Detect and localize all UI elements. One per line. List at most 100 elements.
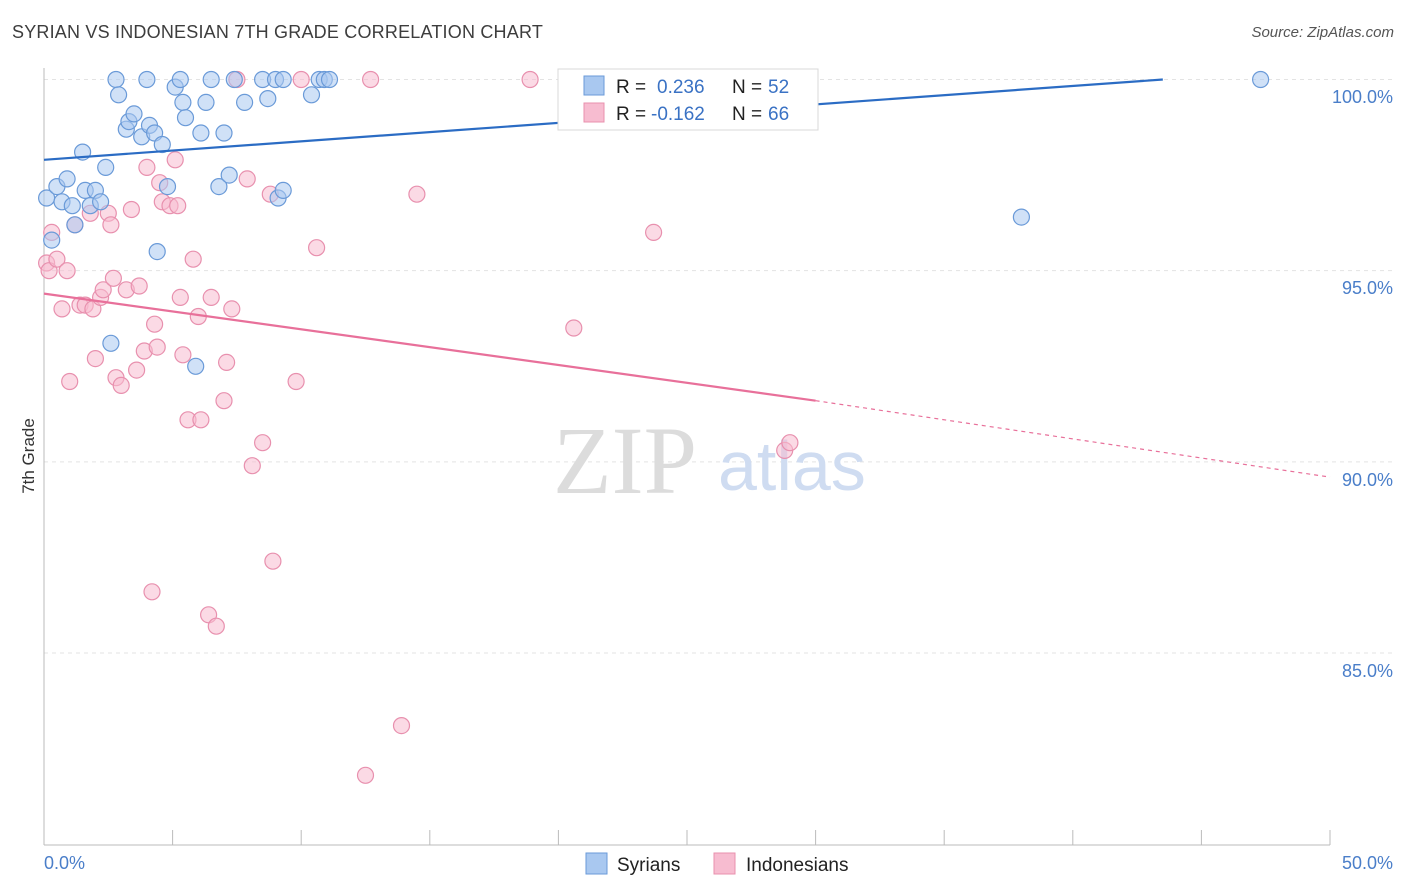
indonesians-point [287, 372, 305, 391]
y-tick-label-90: 90.0% [1342, 470, 1393, 490]
indonesians-point [122, 200, 140, 219]
indonesians-point [58, 262, 76, 280]
indonesians-point [644, 223, 663, 241]
syrians-point [1251, 70, 1270, 89]
y-tick-label-85: 85.0% [1342, 661, 1393, 681]
indonesians-point [143, 583, 161, 601]
indonesians-point [169, 197, 187, 215]
legend: Syrians Indonesians [585, 852, 848, 876]
stats-syrians-n-label: N = [732, 77, 762, 98]
stats-box: R = 0.236 N = 52 R = -0.162 N = 66 [557, 68, 819, 131]
stats-syrians-n-value: 52 [768, 77, 789, 98]
stats-indonesians-r-value: -0.162 [651, 104, 705, 125]
syrians-point [174, 93, 192, 112]
stats-indonesians-n-value: 66 [768, 104, 789, 125]
syrians-point [102, 334, 120, 352]
syrians-point [192, 124, 210, 142]
indonesians-trend-extension [815, 400, 1331, 478]
indonesians-point [102, 216, 120, 234]
syrians-point [109, 86, 128, 104]
indonesians-point [356, 766, 375, 784]
syrians-point [320, 70, 339, 89]
stats-swatch-indonesians [583, 102, 605, 123]
source-note: Source: ZipAtlas.com [1251, 24, 1394, 41]
syrians-point [1012, 208, 1031, 226]
indonesians-point [292, 70, 310, 89]
indonesians-trend-line [43, 292, 816, 402]
stats-syrians-r-label: R = [616, 77, 646, 98]
syrians-point [153, 135, 171, 154]
indonesians-point [565, 319, 583, 337]
syrians-point [138, 70, 156, 89]
indonesians-point [128, 361, 146, 379]
indonesians-point [254, 434, 272, 452]
indonesians-point [215, 392, 233, 410]
stats-indonesians-n-label: N = [732, 104, 762, 125]
syrians-point [63, 197, 81, 215]
syrians-point [197, 93, 215, 112]
syrians-point [158, 178, 177, 196]
legend-label-syrians: Syrians [617, 855, 680, 876]
indonesians-point [61, 372, 79, 391]
syrians-point [91, 193, 110, 211]
indonesians-point [130, 277, 148, 295]
indonesians-point [408, 185, 426, 203]
indonesians-point [781, 434, 799, 452]
indonesians-point [146, 315, 164, 333]
syrians-point [274, 181, 292, 199]
legend-swatch-syrians [585, 852, 608, 875]
indonesians-point [112, 376, 130, 394]
syrians-points [37, 70, 1270, 375]
x-axis-ticks [43, 830, 1331, 845]
indonesians-point [308, 239, 326, 257]
legend-label-indonesians: Indonesians [746, 855, 848, 876]
syrians-point [187, 357, 205, 375]
stats-swatch-syrians [583, 75, 605, 96]
indonesians-point [138, 158, 156, 176]
indonesians-point [94, 281, 112, 299]
y-axis-label: 7th Grade [19, 418, 38, 494]
indonesians-point [207, 617, 225, 635]
syrians-point [176, 109, 195, 127]
stats-syrians-r-value: 0.236 [657, 77, 705, 98]
syrians-point [259, 89, 277, 108]
indonesians-point [264, 552, 282, 570]
syrians-point [274, 70, 292, 89]
legend-swatch-indonesians [713, 852, 736, 875]
syrians-point [58, 170, 76, 188]
indonesians-point [48, 250, 66, 268]
y-tick-labels: 85.0% 90.0% 95.0% 100.0% [1332, 87, 1393, 681]
syrians-point [236, 93, 254, 112]
x-tick-label-min: 0.0% [44, 853, 85, 873]
indonesians-point [243, 457, 261, 475]
indonesians-point [238, 170, 256, 188]
x-tick-label-max: 50.0% [1342, 853, 1393, 873]
syrians-point [125, 105, 143, 123]
syrians-point [148, 243, 166, 261]
syrians-point [43, 231, 61, 249]
indonesians-point [392, 716, 411, 735]
syrians-point [225, 70, 243, 89]
indonesians-point [362, 70, 380, 89]
indonesians-point [104, 269, 123, 287]
syrians-point [215, 124, 233, 142]
syrians-point [66, 216, 84, 234]
indonesians-point [174, 346, 192, 364]
indonesians-point [202, 288, 220, 306]
y-tick-label-95: 95.0% [1342, 278, 1393, 298]
indonesians-point [184, 250, 202, 268]
indonesians-point [86, 350, 105, 368]
syrians-point [97, 158, 115, 176]
syrians-point [202, 70, 220, 89]
watermark-zip: ZIP [553, 407, 697, 514]
indonesians-point [223, 300, 241, 318]
syrians-point [302, 86, 321, 104]
indonesians-point [521, 70, 539, 89]
indonesians-points [37, 70, 799, 784]
chart-title: SYRIAN VS INDONESIAN 7TH GRADE CORRELATI… [12, 22, 544, 42]
stats-indonesians-r-label: R = [616, 104, 646, 125]
syrians-point [210, 178, 228, 196]
indonesians-point [192, 411, 210, 429]
syrians-point [107, 70, 125, 89]
